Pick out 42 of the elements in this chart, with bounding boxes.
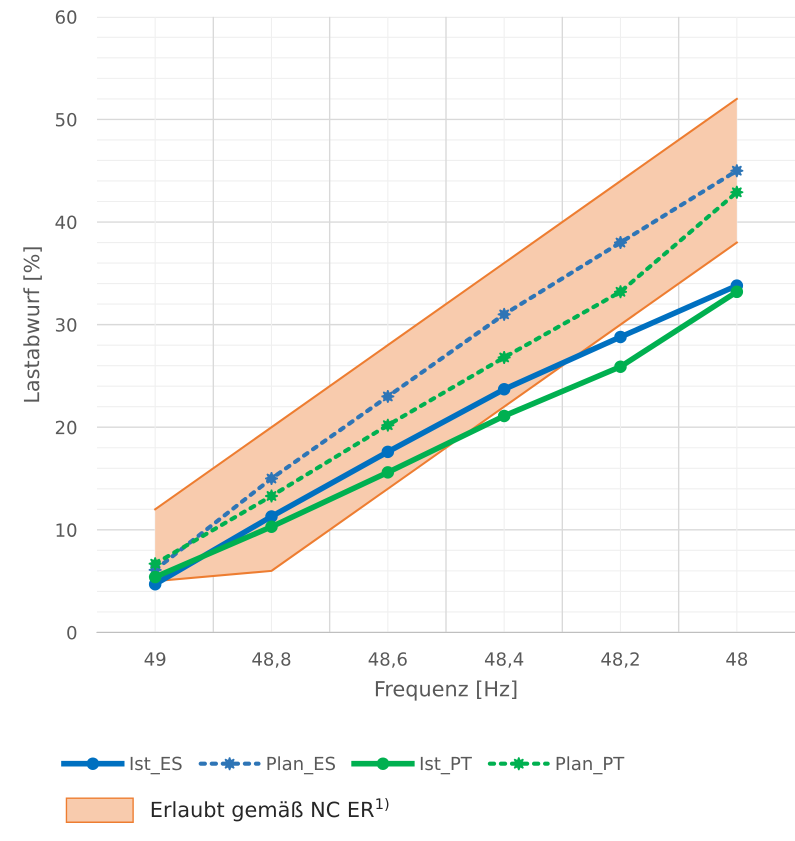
point <box>614 330 627 344</box>
point <box>264 489 278 503</box>
point <box>148 570 162 584</box>
y-tick-label: 0 <box>67 626 76 640</box>
y-tick-label: 10 <box>56 523 76 537</box>
point <box>497 350 512 364</box>
point <box>614 236 628 250</box>
x-tick-label: 48,4 <box>484 652 524 668</box>
legend-label: Plan_ES <box>267 756 336 774</box>
y-tick-label: 30 <box>56 318 76 332</box>
legend-label: Plan_PT <box>556 756 624 774</box>
point <box>614 360 627 373</box>
y-tick-label: 20 <box>56 420 76 434</box>
x-axis-title: Frequenz [Hz] <box>376 680 516 701</box>
point <box>497 307 512 322</box>
point <box>382 446 394 458</box>
x-tick-label: 48,2 <box>601 652 639 668</box>
point <box>498 410 510 422</box>
y-tick-label: 60 <box>56 10 76 24</box>
point <box>382 466 394 479</box>
y-tick-label: 40 <box>55 215 76 230</box>
x-tick-label: 48 <box>726 652 748 666</box>
legend-label: Erlaubt gemäß NC ER$^{1)}$ <box>152 798 388 822</box>
point <box>614 284 628 299</box>
x-tick-label: 48,6 <box>368 652 407 668</box>
x-tick-label: 48,8 <box>252 652 290 668</box>
point <box>498 383 510 396</box>
point <box>265 510 278 523</box>
point <box>265 520 278 533</box>
point <box>148 556 162 571</box>
point <box>264 472 278 486</box>
point <box>730 286 744 298</box>
point <box>380 418 395 432</box>
line-series <box>154 98 738 510</box>
point <box>730 185 744 200</box>
x-tick-label: 49 <box>144 652 166 666</box>
legend-label: Ist_PT <box>420 756 472 774</box>
point <box>380 390 395 404</box>
point <box>730 164 744 178</box>
y-tick-label: 50 <box>56 112 76 127</box>
legend-label: Ist_ES <box>130 756 182 774</box>
y-axis-title: Lastabwurf [%] <box>23 247 42 402</box>
